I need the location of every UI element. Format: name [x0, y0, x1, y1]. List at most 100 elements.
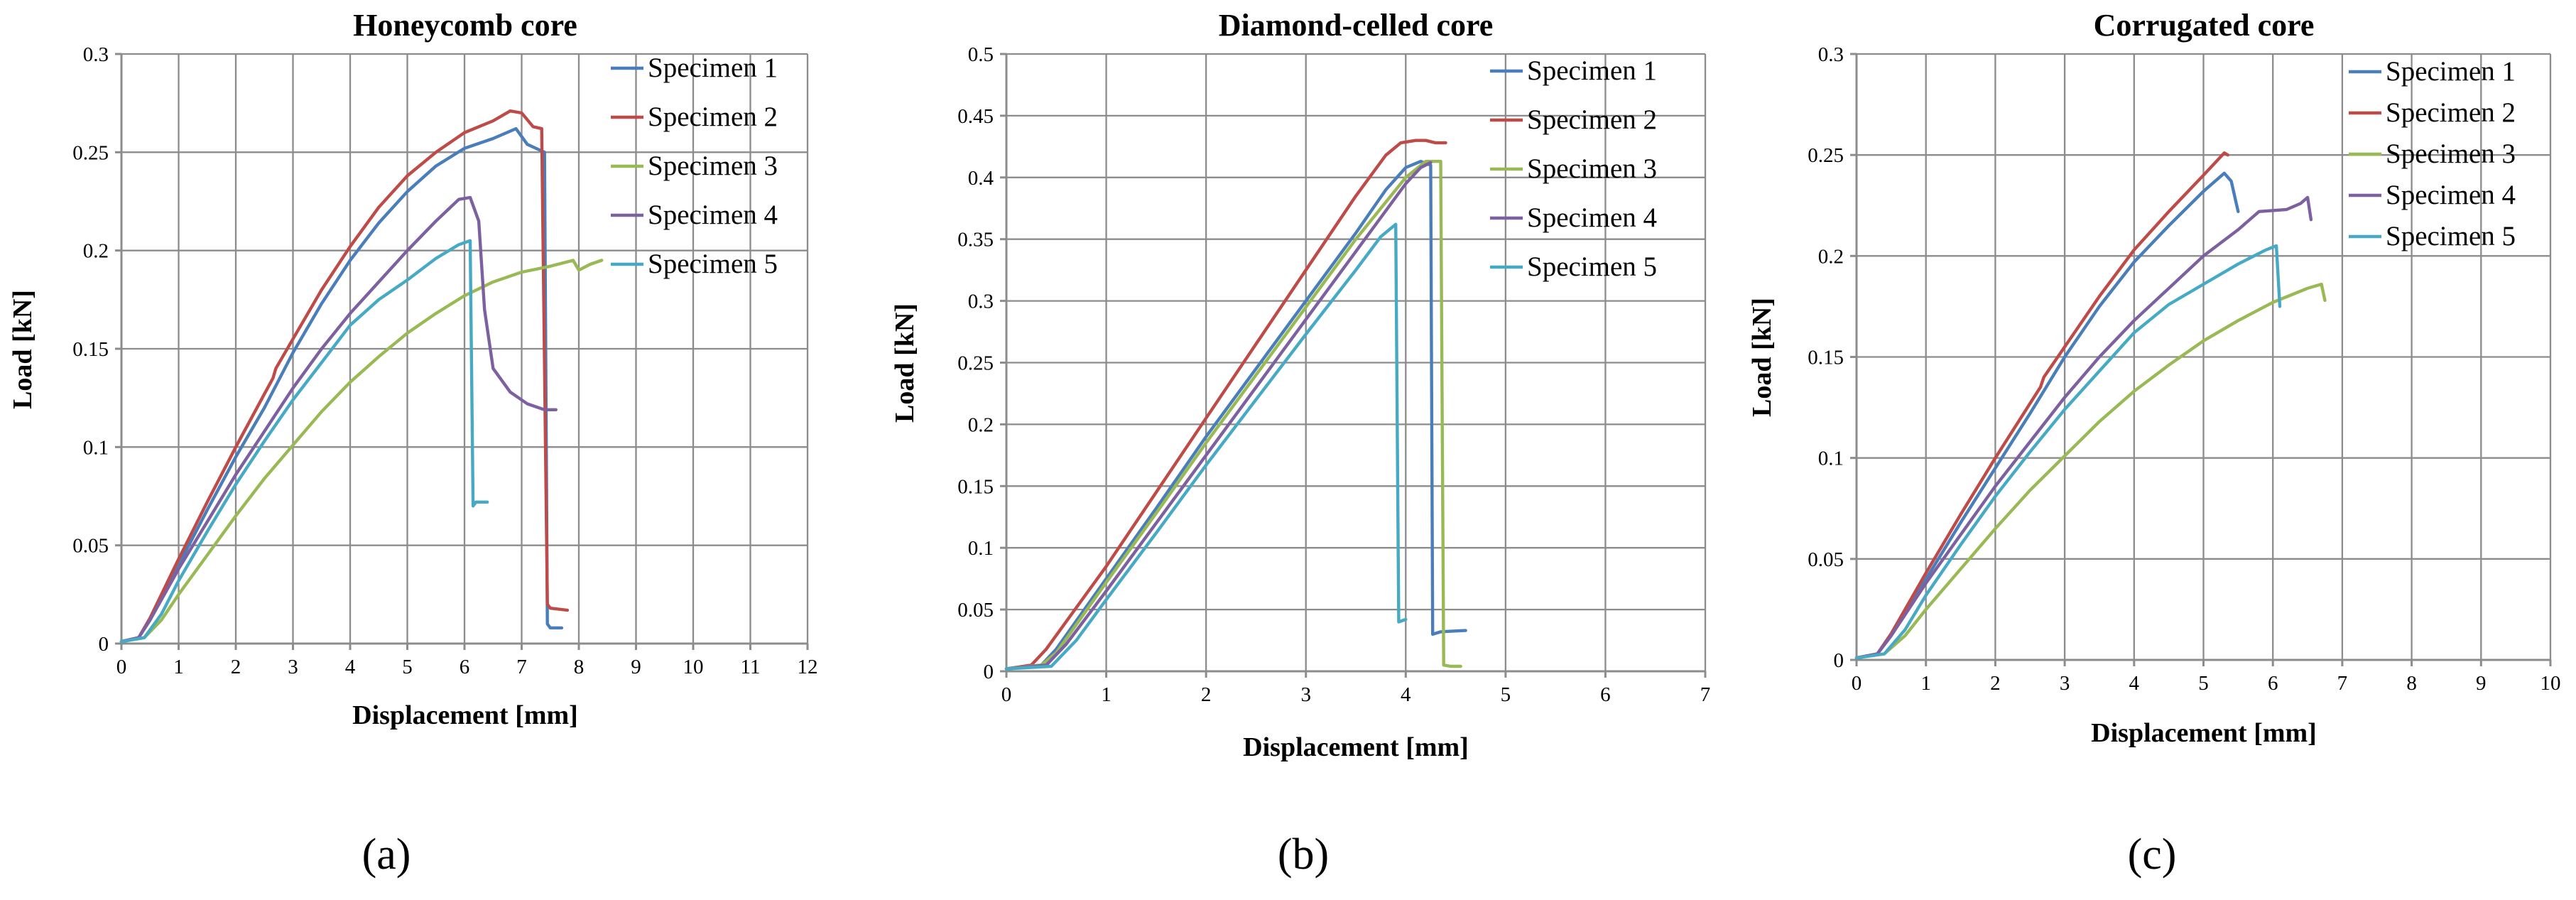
- x-tick-label: 0: [1001, 683, 1012, 706]
- y-tick-label: 0.15: [957, 475, 994, 498]
- y-tick-label: 0: [99, 633, 109, 656]
- y-tick-label: 0.1: [968, 537, 994, 560]
- x-tick-label: 2: [231, 656, 241, 678]
- y-tick-label: 0.25: [957, 352, 994, 375]
- y-tick-label: 0.15: [1808, 347, 1844, 369]
- x-tick-label: 12: [798, 656, 818, 678]
- panel-label: (c): [2128, 830, 2177, 879]
- y-axis-title: Load [kN]: [8, 290, 38, 409]
- y-tick-label: 0.3: [83, 43, 109, 66]
- x-tick-label: 0: [1852, 672, 1862, 695]
- y-tick-label: 0.05: [1808, 548, 1844, 571]
- chart-title: Diamond-celled core: [1219, 8, 1494, 43]
- x-tick-label: 7: [516, 656, 527, 678]
- panel-label: (a): [362, 830, 411, 879]
- y-tick-label: 0: [1834, 649, 1844, 672]
- chart-title: Honeycomb core: [353, 8, 577, 43]
- legend-label-specimen-5: Specimen 5: [1527, 251, 1657, 282]
- x-tick-label: 10: [2540, 672, 2561, 695]
- legend-label-specimen-3: Specimen 3: [648, 151, 778, 181]
- legend-label-specimen-2: Specimen 2: [648, 102, 778, 132]
- y-tick-label: 0.1: [83, 436, 109, 459]
- x-tick-label: 3: [1300, 683, 1311, 706]
- y-axis-title: Load [kN]: [890, 303, 920, 423]
- y-tick-label: 0.3: [1818, 43, 1844, 66]
- x-axis-title: Displacement [mm]: [352, 700, 578, 730]
- y-tick-label: 0.2: [968, 413, 994, 436]
- x-tick-label: 7: [2337, 672, 2348, 695]
- x-axis-title: Displacement [mm]: [2091, 718, 2317, 748]
- y-tick-label: 0.15: [72, 338, 109, 361]
- series-line-specimen-3: [1854, 282, 2327, 660]
- series-line-specimen-3: [119, 259, 604, 644]
- y-tick-label: 0.25: [72, 141, 109, 164]
- legend-label-specimen-1: Specimen 1: [2386, 56, 2516, 87]
- y-tick-label: 0.05: [72, 535, 109, 558]
- legend-label-specimen-4: Specimen 4: [648, 200, 778, 230]
- x-tick-label: 1: [1101, 683, 1112, 706]
- legend-label-specimen-4: Specimen 4: [2386, 180, 2516, 210]
- x-tick-label: 6: [2268, 672, 2278, 695]
- x-tick-label: 9: [631, 656, 641, 678]
- legend-label-specimen-3: Specimen 3: [2386, 139, 2516, 169]
- x-tick-label: 1: [1920, 672, 1931, 695]
- y-axis-title: Load [kN]: [1747, 298, 1777, 417]
- x-tick-label: 8: [2406, 672, 2417, 695]
- y-tick-label: 0.5: [968, 43, 994, 66]
- chart-title: Corrugated core: [2094, 8, 2315, 43]
- x-tick-label: 4: [2129, 672, 2140, 695]
- chart-panel-3: 0 1 2 3 4 5 6 7 8 9 10 0 0.05 0.1 0.15 0.2 0.25 0.3 Specim…: [1747, 8, 2561, 879]
- series-line-specimen-4: [119, 195, 558, 644]
- series-line-specimen-5: [1854, 244, 2282, 660]
- series-line-specimen-4: [1004, 161, 1433, 671]
- x-tick-label: 2: [1201, 683, 1212, 706]
- x-axis-title: Displacement [mm]: [1243, 732, 1469, 762]
- chart-panel-2: 0 1 2 3 4 5 6 7 0 0.05 0.1 0.15 0.2 0.25 0.3 0.35 0.4 0.4…: [890, 8, 1710, 879]
- x-tick-label: 0: [116, 656, 127, 678]
- panel-label: (b): [1278, 830, 1329, 879]
- x-tick-label: 4: [345, 656, 356, 678]
- x-tick-label: 4: [1401, 683, 1411, 706]
- x-tick-label: 2: [1990, 672, 2001, 695]
- x-tick-label: 3: [2060, 672, 2070, 695]
- x-tick-label: 9: [2476, 672, 2487, 695]
- y-tick-label: 0.1: [1818, 448, 1844, 470]
- y-tick-label: 0.35: [957, 229, 994, 251]
- y-tick-label: 0.2: [1818, 245, 1844, 268]
- x-tick-label: 1: [173, 656, 184, 678]
- series-line-specimen-3: [1004, 159, 1462, 671]
- series-line-specimen-2: [1854, 151, 2229, 660]
- x-tick-label: 8: [574, 656, 585, 678]
- legend-label-specimen-1: Specimen 1: [1527, 55, 1657, 86]
- y-tick-label: 0.2: [83, 240, 109, 263]
- x-tick-label: 3: [288, 656, 298, 678]
- x-tick-label: 6: [460, 656, 470, 678]
- series-line-specimen-2: [1004, 139, 1447, 671]
- series-line-specimen-4: [1854, 195, 2313, 660]
- legend-label-specimen-3: Specimen 3: [1527, 153, 1657, 184]
- series-line-specimen-1: [119, 126, 564, 644]
- series-line-specimen-1: [1004, 159, 1467, 671]
- y-tick-label: 0.45: [957, 105, 994, 128]
- legend-label-specimen-4: Specimen 4: [1527, 202, 1657, 233]
- y-tick-label: 0.25: [1808, 144, 1844, 167]
- series-line-specimen-2: [119, 109, 570, 644]
- x-tick-label: 6: [1600, 683, 1611, 706]
- legend-label-specimen-5: Specimen 5: [2386, 221, 2516, 251]
- x-tick-label: 11: [741, 656, 761, 678]
- y-tick-label: 0.4: [968, 167, 994, 190]
- y-tick-label: 0.05: [957, 599, 994, 622]
- x-tick-label: 10: [683, 656, 704, 678]
- legend-label-specimen-5: Specimen 5: [648, 249, 778, 279]
- legend-label-specimen-2: Specimen 2: [2386, 97, 2516, 128]
- legend-label-specimen-1: Specimen 1: [648, 53, 778, 83]
- series-line-specimen-5: [1004, 222, 1408, 671]
- legend-label-specimen-2: Specimen 2: [1527, 104, 1657, 135]
- y-tick-label: 0: [984, 661, 994, 683]
- x-tick-label: 5: [2198, 672, 2209, 695]
- x-tick-label: 5: [402, 656, 413, 678]
- y-tick-label: 0.3: [968, 291, 994, 313]
